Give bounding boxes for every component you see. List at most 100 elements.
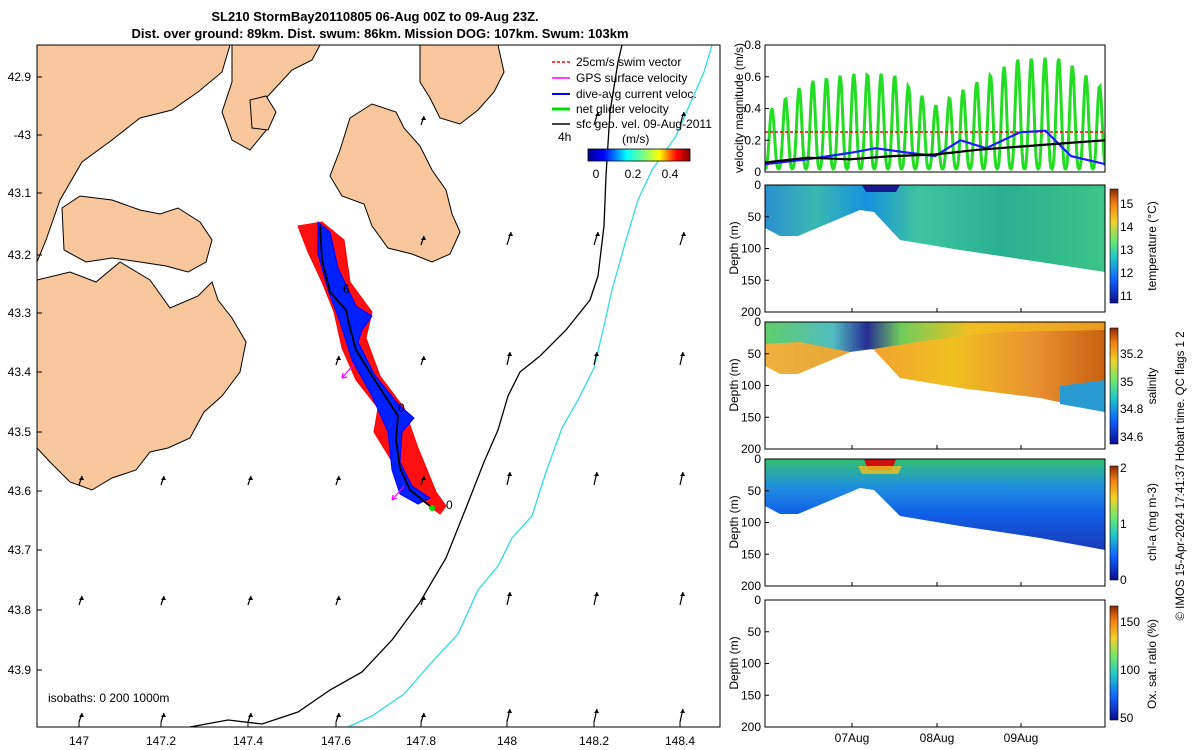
salinity-cbar-tick-0: 34.6 [1120,430,1144,444]
salinity-colorbar [1109,327,1119,445]
depth-axes: 0 50 100 150 200 Depth (m) 0 50 100 150 200 Depth (… [727,178,1022,734]
map-cbar-tick-2: 0.4 [662,167,679,181]
temperature-surface-patch [862,185,900,192]
geo-arrow-head [508,232,513,236]
map-legend: 25cm/s swim vector GPS surface velocity … [552,55,712,181]
track-label-c: 0 [446,498,453,512]
depth-tick-label: 150 [741,688,761,702]
velocity-y-tick-label: 0.6 [744,70,761,84]
depth-axis-label: Depth (m) [727,358,741,411]
geo-arrow-head [507,592,512,596]
land-eastern-b [419,45,505,125]
series-current [765,129,1105,166]
geo-arrow-head [248,476,253,480]
geo-arrow-head [79,596,84,600]
geo-arrow-head [421,476,426,480]
glider-path [319,225,431,507]
salinity-panel: salinity 35.2 35 34.8 34.6 [764,321,1159,450]
oxygen-panel: Ox. sat. ratio (%) 150 100 50 07Aug 08Au… [764,599,1159,745]
net-velocity-end [429,505,435,511]
geo-arrow-head [594,352,599,356]
map-y-tick-label: 43.5 [8,425,32,439]
geo-arrow-head [161,476,166,480]
geo-arrow-head [680,709,685,713]
temperature-cbar-tick-0: 11 [1120,289,1133,303]
map-x-tick-label: 147.6 [321,734,351,748]
geo-arrow-head [680,592,685,596]
map-cbar-tick-1: 0.2 [625,167,642,181]
velocity-y-tick-label: 0 [754,165,761,179]
map-y-tick-label: -43 [14,128,32,142]
geo-arrow-head [681,112,686,116]
side-note: © IMOS 15-Apr-2024 17:41:37 Hobart time.… [1175,331,1187,620]
depth-axis-label: Depth (m) [727,495,741,548]
velocity-y-ticks: 0 0.2 0.4 0.6 0.8 [744,38,769,179]
temperature-cbar-tick-3: 14 [1120,220,1134,234]
land-island-small [249,95,277,131]
geo-arrow-head [248,596,253,600]
geo-arrow-head [680,352,685,356]
chla-cbar-tick-0: 0 [1120,573,1127,587]
geo-arrow-head [594,592,599,596]
geo-arrow-head [336,713,341,717]
isobaths-note: isobaths: 0 200 1000m [48,691,169,705]
series-net-velocity [765,57,1105,172]
geo-arrow-head [507,472,512,476]
depth-tick-label: 50 [748,484,762,498]
depth-tick-label: 0 [754,593,761,607]
geo-arrow-head [421,356,426,360]
land-inlet-mainland [61,195,213,273]
map-x-tick-label: 147.2 [146,734,176,748]
map-x-tick-label: 147.8 [406,734,436,748]
oxygen-colorbar [1109,605,1119,721]
map-panel: 6 0 0 25cm/s swim vector GPS surface vel… [8,44,721,748]
depth-tick-label: 150 [741,273,761,287]
geo-arrow-head [336,356,341,360]
land-north-west [37,45,231,263]
temperature-cbar-tick-2: 13 [1120,243,1134,257]
temperature-cbar-label: temperature (°C) [1145,201,1159,291]
depth-tick-label: 100 [741,657,761,671]
geo-arrow-head [79,476,84,480]
colorbar-unit: (m/s) [622,132,649,146]
geo-arrow-head [248,713,253,717]
map-y-tick-label: 43.8 [8,603,32,617]
map-x-tick-label: 147.4 [233,734,263,748]
geo-arrow-head [507,352,512,356]
glider-track: 6 0 0 [297,220,453,515]
time-tick-08aug: 08Aug [920,731,955,745]
depth-tick-label: 50 [748,210,762,224]
oxygen-frame [764,599,1106,728]
chla-panel: chl-a (mg m-3) 2 1 0 [764,458,1159,587]
temperature-field [765,185,1105,272]
geo-arrow-head [507,709,512,713]
map-axis-ticks: 147 147.2 147.4 147.6 147.8 148 148.2 148.4 42.9… [8,70,696,748]
depth-tick-label: 0 [754,178,761,192]
oxygen-cbar-tick-2: 150 [1120,615,1140,629]
title-line-1: SL210 StormBay20110805 06-Aug 00Z to 09-… [211,9,538,24]
depth-tick-label: 100 [741,516,761,530]
legend-net-velocity: net glider velocity [576,102,669,116]
temperature-panel: temperature (°C) 15 14 13 12 11 [764,184,1159,313]
oxygen-cbar-tick-1: 100 [1120,663,1140,677]
salinity-cbar-tick-3: 35.2 [1120,347,1144,361]
colorbar-prefix: 4h [558,130,571,144]
legend-geo-velocity: sfc geo. vel. 09-Aug-2011 [576,117,712,131]
map-frame [36,44,721,728]
geo-arrow-head [161,713,166,717]
geo-arrow-head [594,709,599,713]
chla-cbar-label: chl-a (mg m-3) [1145,483,1159,561]
geo-arrow-head [595,112,600,116]
temperature-cbar-tick-1: 12 [1120,266,1134,280]
temperature-cbar-tick-4: 15 [1120,197,1134,211]
depth-tick-label: 150 [741,547,761,561]
depth-axis-label: Depth (m) [727,636,741,689]
depth-tick-label: 150 [741,410,761,424]
geo-arrow-head [594,472,599,476]
chla-cbar-tick-2: 2 [1120,461,1127,475]
map-y-tick-label: 43.2 [8,248,32,262]
current-vector-band [317,220,431,505]
geostrophic-arrows [78,111,686,723]
geo-arrow-head [421,713,426,717]
